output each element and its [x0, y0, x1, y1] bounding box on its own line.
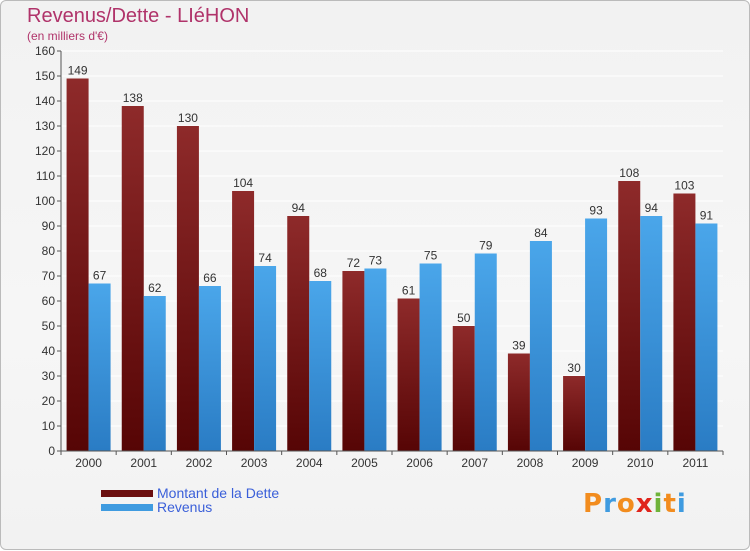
data-label-revenus: 79	[479, 239, 493, 253]
x-tick-label: 2000	[75, 456, 102, 470]
logo-letter: o	[616, 489, 636, 519]
bar-dette	[673, 193, 696, 451]
bar-dette	[287, 216, 310, 451]
bar-revenus	[529, 241, 552, 451]
data-label-revenus: 68	[314, 266, 328, 280]
data-label-revenus: 67	[93, 269, 107, 283]
logo-letter: x	[635, 489, 654, 519]
bar-dette	[121, 106, 144, 451]
x-tick-label: 2008	[517, 456, 544, 470]
bar-revenus	[88, 283, 111, 451]
x-tick-label: 2005	[351, 456, 378, 470]
legend-swatch-dette	[101, 490, 153, 497]
y-tick-label: 60	[42, 294, 56, 308]
bar-dette	[342, 271, 365, 451]
y-tick-label: 70	[42, 269, 56, 283]
bar-revenus	[198, 286, 221, 451]
legend-label-revenus: Revenus	[157, 499, 213, 515]
y-tick-label: 140	[35, 94, 55, 108]
data-label-dette: 138	[123, 91, 143, 105]
y-tick-label: 120	[35, 144, 55, 158]
chart-subtitle: (en milliers d'€)	[27, 29, 108, 43]
y-tick-label: 40	[42, 344, 56, 358]
bar-revenus	[474, 253, 497, 451]
y-tick-label: 50	[42, 319, 56, 333]
data-label-revenus: 91	[700, 209, 714, 223]
logo-letter: r	[603, 489, 617, 519]
y-tick-label: 30	[42, 369, 56, 383]
data-label-dette: 149	[68, 64, 88, 78]
data-label-dette: 103	[674, 179, 694, 193]
y-tick-label: 160	[35, 44, 55, 58]
data-label-revenus: 62	[148, 281, 162, 295]
x-tick-label: 2004	[296, 456, 323, 470]
data-label-revenus: 73	[369, 254, 383, 268]
axes: 0 10 20 30 40 50 60 70 80 90 100 110 120 130 140 150 160…	[35, 44, 724, 470]
data-label-revenus: 94	[645, 201, 659, 215]
y-tick-label: 110	[36, 169, 55, 183]
x-tick-label: 2002	[186, 456, 213, 470]
bar-dette	[618, 181, 641, 451]
bars: 149 67 138 62 130 66 104 74 94 68 72 73 61 75 50 79 39 84…	[66, 64, 718, 451]
proxiti-logo: Proxiti	[583, 489, 687, 519]
x-tick-label: 2009	[572, 456, 599, 470]
data-label-dette: 39	[512, 339, 526, 353]
bar-revenus	[364, 268, 387, 451]
bar-revenus	[309, 281, 332, 451]
data-label-revenus: 66	[203, 271, 217, 285]
y-tick-label: 100	[35, 194, 55, 208]
data-label-dette: 72	[347, 256, 361, 270]
legend-swatch-revenus	[101, 504, 153, 511]
y-tick-label: 80	[42, 244, 56, 258]
bar-dette	[507, 353, 530, 451]
data-label-dette: 130	[178, 111, 198, 125]
x-tick-label: 2007	[461, 456, 488, 470]
bar-revenus	[585, 218, 608, 451]
data-label-dette: 94	[292, 201, 306, 215]
legend-label-dette: Montant de la Dette	[157, 485, 280, 501]
chart-title: Revenus/Dette - LIéHON	[27, 5, 250, 27]
bar-dette	[397, 298, 420, 451]
bar-dette	[452, 326, 475, 451]
y-tick-label: 150	[35, 69, 55, 83]
data-label-dette: 61	[402, 284, 416, 298]
bar-revenus	[640, 216, 663, 451]
logo-letter: t	[663, 489, 677, 519]
data-label-dette: 30	[567, 361, 581, 375]
data-label-dette: 50	[457, 311, 471, 325]
x-tick-label: 2001	[130, 456, 157, 470]
y-tick-label: 130	[35, 119, 55, 133]
bar-dette	[176, 126, 199, 451]
bar-dette	[563, 376, 586, 451]
data-label-dette: 104	[233, 176, 253, 190]
bar-revenus	[695, 223, 718, 451]
logo-letter: P	[583, 489, 604, 519]
y-tick-label: 10	[42, 419, 56, 433]
data-label-revenus: 74	[258, 251, 272, 265]
bar-revenus	[254, 266, 277, 451]
bar-revenus	[143, 296, 166, 451]
x-tick-label: 2010	[627, 456, 654, 470]
y-tick-label: 90	[42, 219, 56, 233]
grid-lines	[61, 50, 723, 452]
x-tick-label: 2006	[406, 456, 433, 470]
x-tick-label: 2003	[241, 456, 268, 470]
data-label-revenus: 84	[534, 226, 548, 240]
data-label-revenus: 75	[424, 249, 438, 263]
bar-dette	[66, 78, 89, 451]
bar-dette	[232, 191, 255, 451]
y-tick-label: 0	[48, 444, 55, 458]
y-tick-label: 20	[42, 394, 56, 408]
bar-revenus	[419, 263, 442, 451]
logo-letter: i	[653, 489, 664, 519]
logo-letter: i	[676, 489, 687, 519]
data-label-dette: 108	[619, 166, 639, 180]
x-tick-label: 2011	[683, 456, 709, 470]
data-label-revenus: 93	[589, 204, 603, 218]
